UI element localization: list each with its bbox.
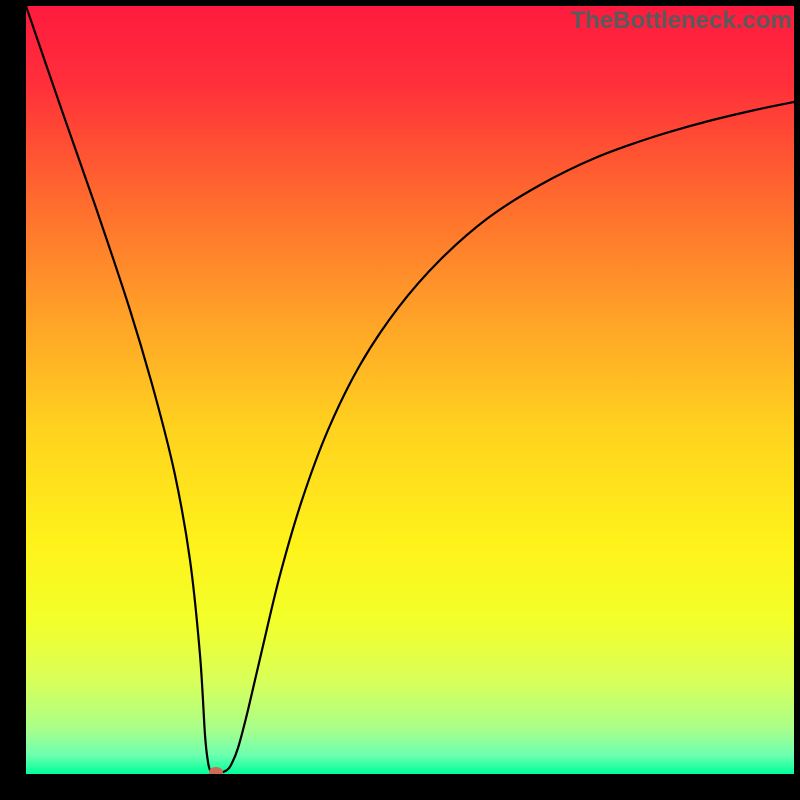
bottleneck-curve [26, 6, 794, 773]
plot-area [26, 6, 794, 774]
curve-layer [26, 6, 794, 774]
chart-container: TheBottleneck.com [0, 0, 800, 800]
optimal-point-marker [209, 767, 223, 774]
watermark-text: TheBottleneck.com [571, 7, 792, 35]
